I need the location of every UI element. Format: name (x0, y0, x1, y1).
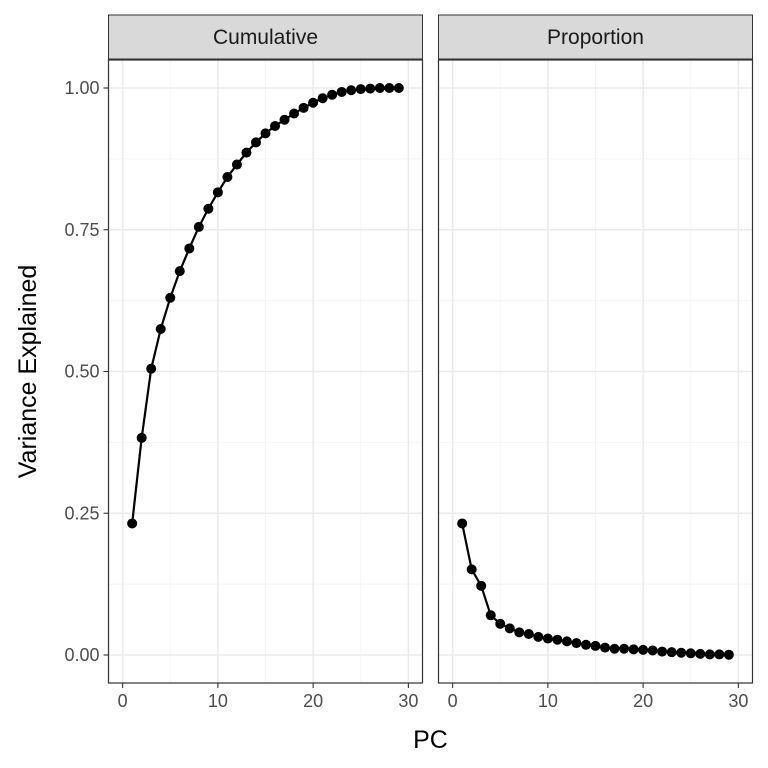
data-point (619, 643, 630, 654)
data-point (346, 85, 357, 96)
x-tick-label: 0 (448, 691, 458, 711)
y-tick-label: 0.00 (64, 645, 99, 665)
data-point (523, 629, 534, 640)
data-point (365, 83, 376, 94)
data-point (628, 644, 639, 655)
y-axis-title: Variance Explained (14, 265, 42, 479)
x-axis-title: PC (413, 726, 448, 754)
data-point (504, 623, 515, 634)
data-point (212, 187, 223, 198)
data-point (485, 610, 496, 621)
data-point (241, 147, 252, 158)
data-point (270, 120, 281, 131)
x-tick-label: 20 (633, 691, 653, 711)
data-point (666, 647, 677, 658)
data-point (336, 86, 347, 97)
data-point (203, 203, 214, 214)
x-tick-label: 10 (538, 691, 558, 711)
data-point (685, 648, 696, 659)
data-point (222, 172, 233, 183)
strip-label: Proportion (547, 26, 644, 49)
data-point (146, 363, 157, 374)
y-tick-label: 1.00 (64, 78, 99, 98)
data-point (638, 644, 649, 655)
y-tick-label: 0.50 (64, 362, 99, 382)
data-point (600, 642, 611, 653)
data-point (298, 102, 309, 113)
data-point (184, 243, 195, 254)
data-point (374, 83, 385, 93)
data-point (308, 97, 319, 108)
data-point (514, 627, 525, 638)
data-point (250, 137, 261, 148)
x-tick-label: 20 (303, 691, 323, 711)
strip-background (438, 14, 753, 60)
panel-border (437, 59, 754, 684)
data-point (174, 266, 185, 277)
data-point (289, 108, 300, 119)
data-point (165, 292, 176, 303)
data-point (279, 114, 290, 125)
data-point (127, 518, 138, 529)
data-point (260, 128, 271, 139)
data-point (136, 432, 147, 443)
data-point (476, 580, 487, 591)
data-point (495, 618, 506, 629)
data-point (542, 633, 553, 644)
strip-label: Cumulative (213, 26, 318, 49)
x-tick-label: 30 (728, 691, 748, 711)
data-point (231, 159, 242, 170)
data-point (457, 518, 468, 529)
data-point (695, 648, 706, 659)
data-point (355, 84, 366, 95)
data-point (657, 646, 668, 657)
data-point (193, 221, 204, 232)
data-point (533, 631, 544, 642)
data-point (704, 649, 715, 660)
data-point (552, 634, 563, 645)
data-point (609, 643, 620, 654)
data-point (393, 83, 404, 93)
data-point (317, 93, 328, 104)
data-point (384, 83, 395, 93)
x-tick-label: 10 (208, 691, 228, 711)
data-point (676, 647, 687, 658)
data-point (466, 564, 477, 575)
data-point (714, 649, 725, 660)
strip-background (108, 14, 423, 60)
y-tick-label: 0.25 (64, 503, 99, 523)
x-tick-label: 0 (118, 691, 128, 711)
x-tick-label: 30 (398, 691, 418, 711)
data-point (571, 638, 582, 649)
data-point (155, 323, 166, 334)
data-point (590, 640, 601, 651)
data-point (561, 636, 572, 647)
data-point (723, 649, 734, 660)
y-tick-label: 0.75 (64, 220, 99, 240)
data-point (580, 639, 591, 650)
data-point (327, 89, 338, 100)
data-point (647, 645, 658, 656)
